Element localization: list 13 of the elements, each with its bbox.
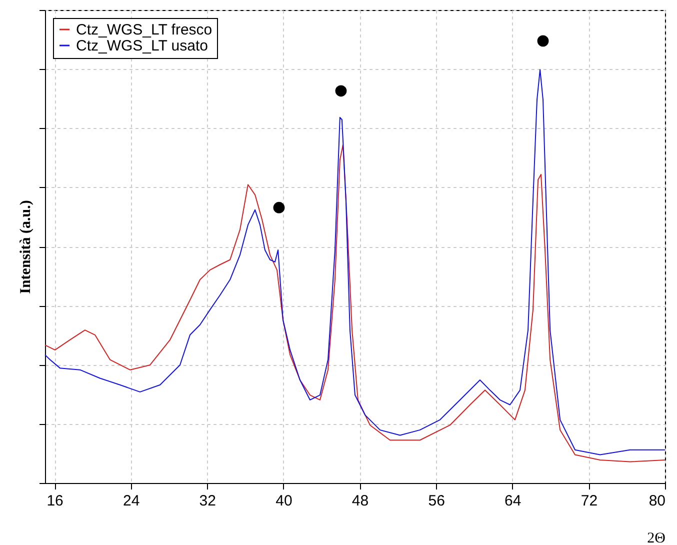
x-tick-label: 56 <box>428 492 445 510</box>
x-axis-title: 2Θ <box>647 530 666 545</box>
x-tick-label: 72 <box>580 492 598 510</box>
x-tick-label: 40 <box>276 492 292 510</box>
x-tick-label: 32 <box>199 492 216 510</box>
x-tick-label: 24 <box>123 492 140 510</box>
legend-label: Ctz_WGS_LT usato <box>76 38 208 54</box>
y-axis-title: Intensità (a.u.) <box>18 200 34 294</box>
x-tick-label: 16 <box>46 492 64 510</box>
x-tick-label: 80 <box>648 492 666 510</box>
x-tick-label: 48 <box>352 492 369 510</box>
x-tick-label: 64 <box>504 492 522 510</box>
legend-label: Ctz_WGS_LT fresco <box>76 22 212 38</box>
